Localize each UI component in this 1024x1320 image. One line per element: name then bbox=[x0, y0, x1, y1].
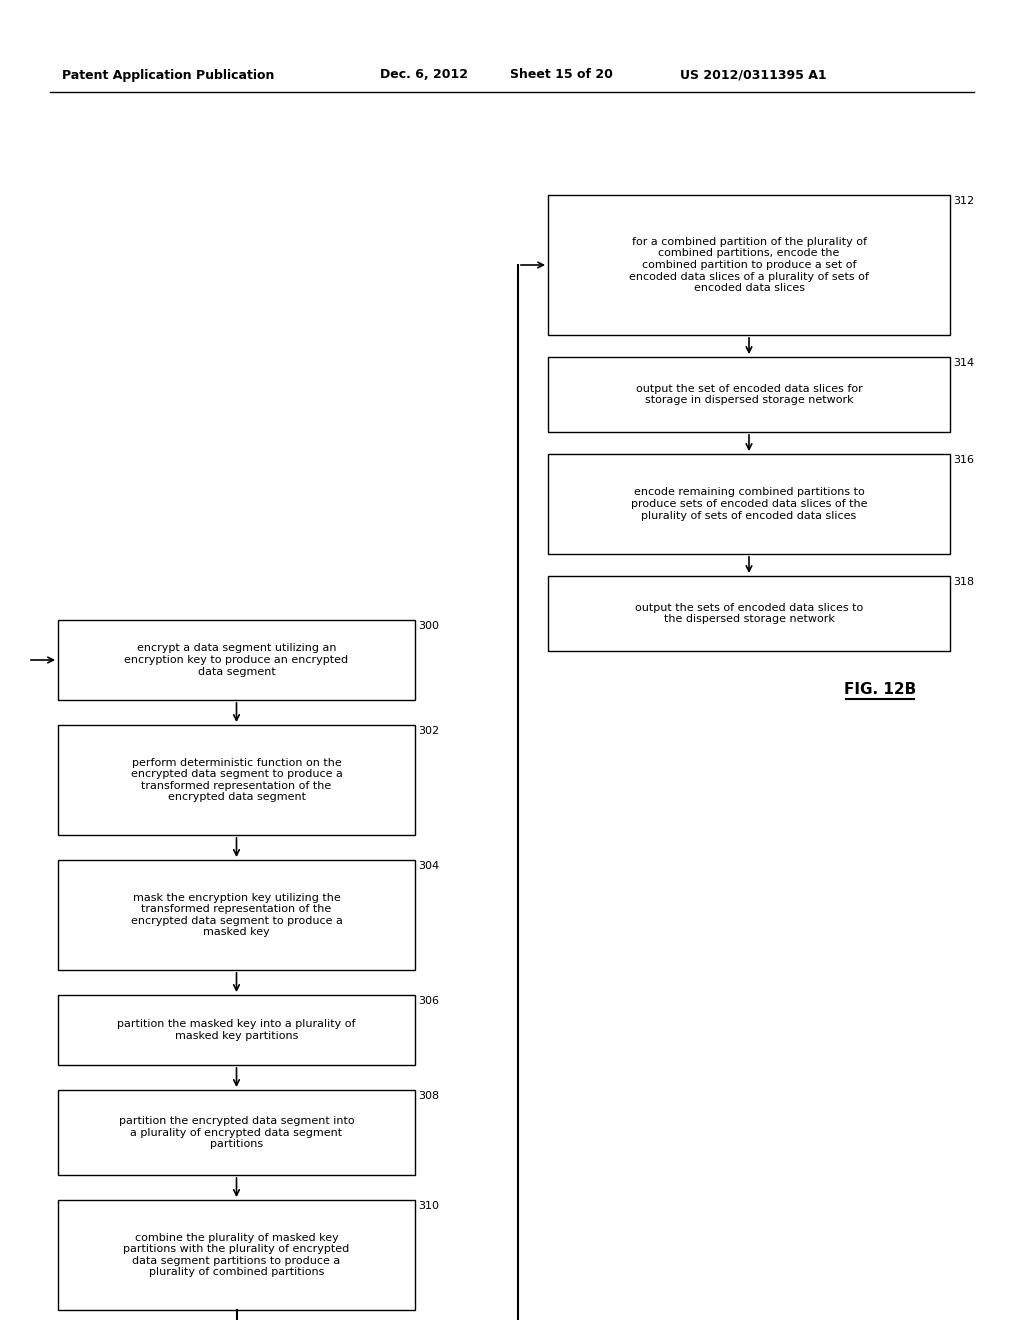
Text: partition the masked key into a plurality of
masked key partitions: partition the masked key into a pluralit… bbox=[118, 1019, 355, 1040]
Bar bbox=[58, 725, 415, 836]
Text: partition the encrypted data segment into
a plurality of encrypted data segment
: partition the encrypted data segment int… bbox=[119, 1115, 354, 1150]
Bar bbox=[548, 195, 950, 335]
Text: combine the plurality of masked key
partitions with the plurality of encrypted
d: combine the plurality of masked key part… bbox=[123, 1233, 349, 1278]
Text: perform deterministic function on the
encrypted data segment to produce a
transf: perform deterministic function on the en… bbox=[131, 758, 342, 803]
Text: US 2012/0311395 A1: US 2012/0311395 A1 bbox=[680, 69, 826, 82]
Bar bbox=[548, 454, 950, 554]
Bar bbox=[548, 356, 950, 432]
Text: Dec. 6, 2012: Dec. 6, 2012 bbox=[380, 69, 468, 82]
Text: FIG. 12B: FIG. 12B bbox=[844, 682, 916, 697]
Text: Sheet 15 of 20: Sheet 15 of 20 bbox=[510, 69, 613, 82]
Text: 310: 310 bbox=[418, 1201, 439, 1210]
Text: output the set of encoded data slices for
storage in dispersed storage network: output the set of encoded data slices fo… bbox=[636, 384, 862, 405]
Text: 304: 304 bbox=[418, 861, 439, 871]
Text: 306: 306 bbox=[418, 997, 439, 1006]
Text: 300: 300 bbox=[418, 620, 439, 631]
Bar bbox=[548, 576, 950, 651]
Text: 302: 302 bbox=[418, 726, 439, 737]
Bar bbox=[58, 861, 415, 970]
Bar bbox=[58, 1200, 415, 1309]
Bar bbox=[58, 995, 415, 1065]
Text: encrypt a data segment utilizing an
encryption key to produce an encrypted
data : encrypt a data segment utilizing an encr… bbox=[125, 643, 348, 677]
Bar bbox=[58, 1090, 415, 1175]
Text: output the sets of encoded data slices to
the dispersed storage network: output the sets of encoded data slices t… bbox=[635, 603, 863, 624]
Text: 308: 308 bbox=[418, 1092, 439, 1101]
Bar bbox=[58, 620, 415, 700]
Text: Patent Application Publication: Patent Application Publication bbox=[62, 69, 274, 82]
Text: mask the encryption key utilizing the
transformed representation of the
encrypte: mask the encryption key utilizing the tr… bbox=[131, 892, 342, 937]
Text: encode remaining combined partitions to
produce sets of encoded data slices of t: encode remaining combined partitions to … bbox=[631, 487, 867, 520]
Text: 314: 314 bbox=[953, 358, 974, 368]
Text: 312: 312 bbox=[953, 195, 974, 206]
Text: 316: 316 bbox=[953, 455, 974, 465]
Text: for a combined partition of the plurality of
combined partitions, encode the
com: for a combined partition of the pluralit… bbox=[629, 236, 869, 293]
Text: 318: 318 bbox=[953, 577, 974, 587]
